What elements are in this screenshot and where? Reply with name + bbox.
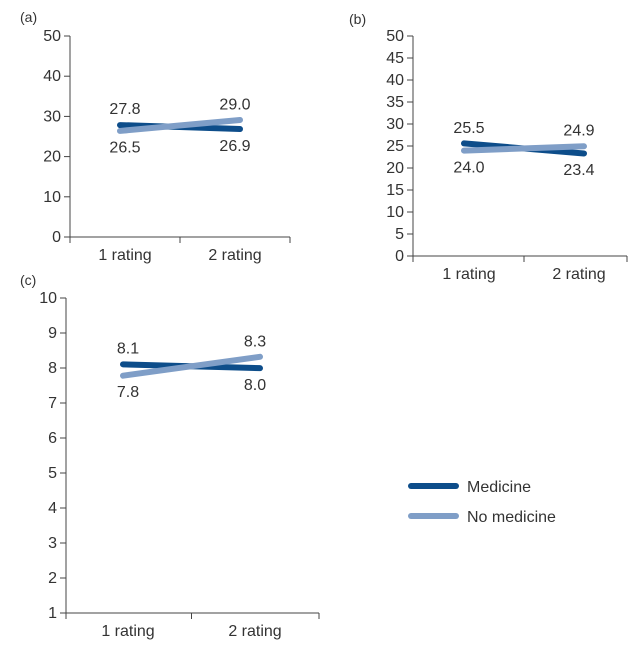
data-label-medicine: 27.8: [109, 101, 140, 118]
x-tick-label: 1 rating: [442, 266, 495, 283]
data-label-medicine: 26.9: [219, 138, 250, 155]
data-label-medicine: 25.5: [453, 120, 484, 137]
x-tick-label: 1 rating: [101, 623, 154, 640]
series-line-no-medicine: [461, 143, 587, 154]
chart-panel: (b) 0 5 10 15 20 25 30 35 40 45 50 1 rating 2 rating 2…: [349, 11, 628, 283]
legend-label-no-medicine: No medicine: [467, 509, 556, 526]
y-tick-label: 9: [48, 325, 57, 342]
y-tick-label: 6: [48, 430, 57, 447]
y-tick-label: 35: [386, 94, 404, 111]
legend: Medicine No medicine: [408, 479, 556, 526]
panel-label: (b): [349, 11, 366, 27]
series-line-no-medicine: [117, 116, 243, 134]
data-label-no-medicine: 26.5: [109, 139, 140, 156]
y-tick-label: 30: [386, 116, 404, 133]
y-tick-label: 10: [386, 204, 404, 221]
x-tick-label: 2 rating: [228, 623, 281, 640]
y-tick-label: 2: [48, 570, 57, 587]
y-tick-label: 1: [48, 605, 57, 622]
data-label-no-medicine: 29.0: [219, 96, 250, 113]
legend-item-no-medicine: No medicine: [408, 509, 556, 526]
chart-panel: (a) 0 10 20 30 40 50 1 rating 2 rating 27.8 26.5 26…: [20, 9, 291, 264]
data-label-medicine: 8.0: [244, 377, 266, 394]
x-tick-label: 2 rating: [552, 266, 605, 283]
y-tick-label: 10: [43, 189, 61, 206]
chart-panel: (c) 1 2 3 4 5 6 7 8 9 10 1 rating 2 rating 8.1 7.8 8.0 8…: [20, 272, 320, 640]
data-label-no-medicine: 24.9: [563, 122, 594, 139]
y-tick-label: 20: [386, 160, 404, 177]
legend-item-medicine: Medicine: [408, 479, 531, 496]
data-label-no-medicine: 8.3: [244, 334, 266, 351]
y-tick-label: 5: [395, 226, 404, 243]
y-tick-label: 30: [43, 108, 61, 125]
x-tick-label: 1 rating: [98, 247, 151, 264]
y-tick-label: 3: [48, 535, 57, 552]
y-tick-label: 45: [386, 50, 404, 67]
panel-label: (a): [20, 9, 37, 25]
data-label-no-medicine: 24.0: [453, 159, 484, 176]
y-tick-label: 10: [39, 290, 57, 307]
y-tick-label: 50: [386, 28, 404, 45]
y-tick-label: 40: [43, 68, 61, 85]
y-tick-label: 5: [48, 465, 57, 482]
y-tick-label: 0: [395, 248, 404, 265]
y-tick-label: 50: [43, 28, 61, 45]
data-label-medicine: 8.1: [117, 341, 139, 358]
y-tick-label: 7: [48, 395, 57, 412]
y-tick-label: 15: [386, 182, 404, 199]
data-label-no-medicine: 7.8: [117, 384, 139, 401]
y-tick-label: 40: [386, 72, 404, 89]
data-label-medicine: 23.4: [563, 162, 594, 179]
panel-label: (c): [20, 272, 36, 288]
y-tick-label: 0: [52, 229, 61, 246]
y-tick-label: 8: [48, 360, 57, 377]
legend-label-medicine: Medicine: [467, 479, 531, 496]
series-line-no-medicine: [120, 353, 263, 379]
y-tick-label: 4: [48, 500, 57, 517]
x-tick-label: 2 rating: [208, 247, 261, 264]
y-tick-label: 20: [43, 149, 61, 166]
y-tick-label: 25: [386, 138, 404, 155]
